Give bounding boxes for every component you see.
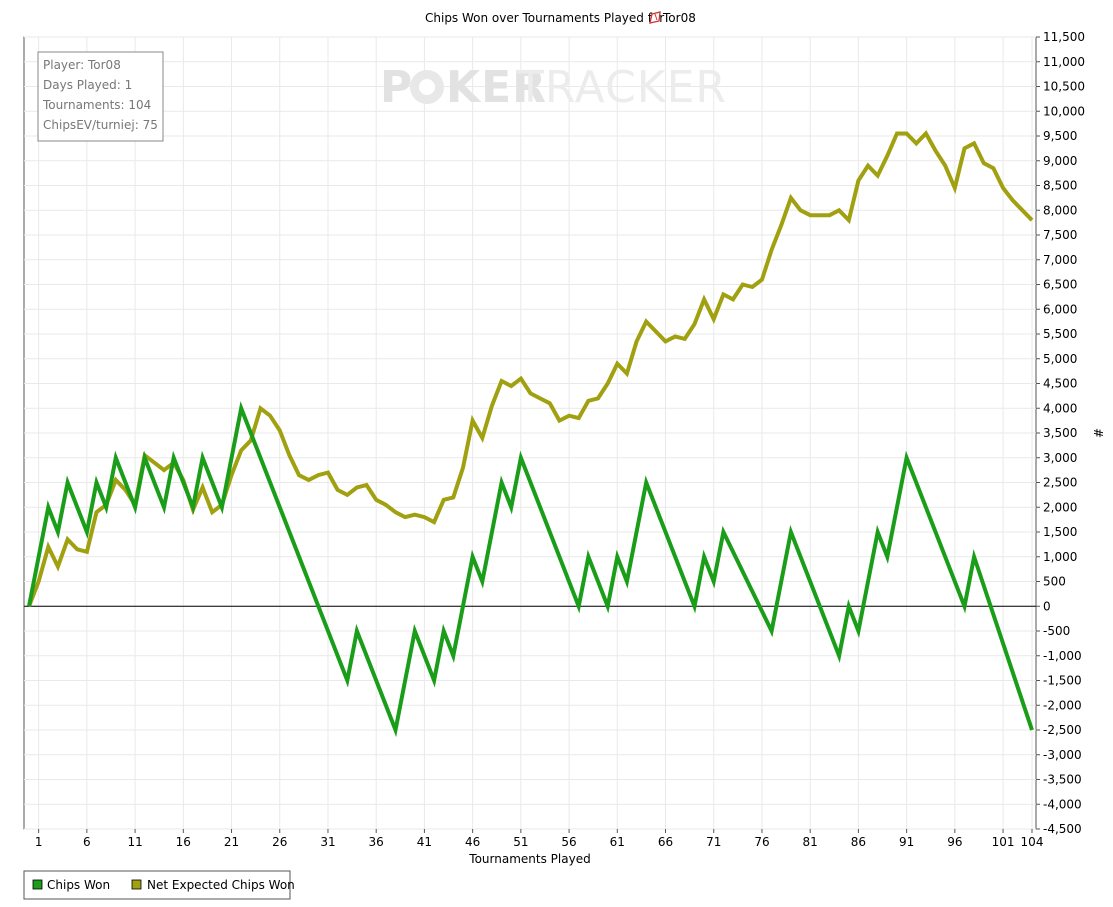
info-box-frame bbox=[37, 51, 164, 142]
x-tick-label: 6 bbox=[83, 835, 91, 849]
y-tick-label: 1,000 bbox=[1043, 550, 1077, 564]
y-tick-label: 9,500 bbox=[1043, 129, 1077, 143]
x-tick-label: 46 bbox=[465, 835, 480, 849]
x-tick-label: 11 bbox=[127, 835, 142, 849]
series-line-chips-won bbox=[27, 401, 1034, 738]
y-tick-label: 2,000 bbox=[1043, 500, 1077, 514]
x-tick-label: 96 bbox=[947, 835, 962, 849]
y-tick-label: -4,500 bbox=[1043, 822, 1082, 836]
y-tick-label: -1,500 bbox=[1043, 674, 1082, 688]
y-tick-label: 11,000 bbox=[1043, 55, 1085, 69]
y-tick-label: -500 bbox=[1043, 624, 1070, 638]
y-tick-label: 7,500 bbox=[1043, 228, 1077, 242]
x-tick-label: 76 bbox=[754, 835, 769, 849]
watermark-text-p: P bbox=[380, 62, 413, 113]
legend: Chips Won Net Expected Chips Won bbox=[23, 870, 295, 900]
chart-title-player: Tor08 bbox=[662, 11, 696, 25]
x-tick-label: 66 bbox=[658, 835, 673, 849]
info-tournaments: Tournaments: 104 bbox=[42, 98, 151, 112]
info-days-played: Days Played: 1 bbox=[43, 78, 132, 92]
y-tick-label: -3,000 bbox=[1043, 748, 1082, 762]
y-tick-label: 1,500 bbox=[1043, 525, 1077, 539]
x-tick-label: 81 bbox=[803, 835, 818, 849]
y-tick-label: -2,000 bbox=[1043, 698, 1082, 712]
y-tick-label: -1,000 bbox=[1043, 649, 1082, 663]
y-tick-label: -4,000 bbox=[1043, 797, 1082, 811]
x-tick-label: 91 bbox=[899, 835, 914, 849]
y-tick-label: 2,500 bbox=[1043, 476, 1077, 490]
legend-frame bbox=[23, 870, 291, 900]
series-line-net-expected-chips-won bbox=[27, 130, 1034, 608]
y-tick-label: 10,000 bbox=[1043, 104, 1085, 118]
info-chips-ev: ChipsEV/turniej: 75 bbox=[43, 118, 158, 132]
watermark-text-tracker: TRACKER bbox=[516, 62, 727, 113]
x-axis: 1 6 11 16 21 26 31 36 41 46 51 56 61 66 71 76 81 86 91 96 10… bbox=[35, 829, 1044, 849]
y-tick-label: 10,500 bbox=[1043, 80, 1085, 94]
x-tick-label: 56 bbox=[561, 835, 576, 849]
series-group bbox=[27, 130, 1034, 738]
x-tick-label: 31 bbox=[320, 835, 335, 849]
y-tick-label: 6,500 bbox=[1043, 278, 1077, 292]
chart-title: Chips Won over Tournaments Played for bbox=[425, 11, 664, 25]
y-axis: -4,500 -4,000 -3,500 -3,000 -2,500 -2,000 -1,5… bbox=[1036, 30, 1085, 836]
y-tick-label: 4,000 bbox=[1043, 401, 1077, 415]
y-tick-label: 11,500 bbox=[1043, 30, 1085, 44]
y-tick-label: 8,000 bbox=[1043, 203, 1077, 217]
watermark-text-ker: KER bbox=[446, 62, 547, 113]
y-tick-label: 3,500 bbox=[1043, 426, 1077, 440]
x-tick-label: 86 bbox=[851, 835, 866, 849]
y-tick-label: 9,000 bbox=[1043, 154, 1077, 168]
x-tick-label: 101 bbox=[992, 835, 1015, 849]
x-tick-label: 104 bbox=[1021, 835, 1044, 849]
y-tick-label: 0 bbox=[1043, 599, 1051, 613]
y-tick-label: 7,000 bbox=[1043, 253, 1077, 267]
info-player: Player: Tor08 bbox=[43, 58, 121, 72]
info-box: Player: Tor08 Days Played: 1 Tournaments… bbox=[37, 51, 164, 142]
pokertracker-watermark: P KER TRACKER bbox=[380, 62, 727, 113]
legend-swatch-net-expected bbox=[131, 879, 142, 890]
y-tick-label: 4,500 bbox=[1043, 377, 1077, 391]
x-tick-label: 21 bbox=[224, 835, 239, 849]
x-tick-label: 16 bbox=[176, 835, 191, 849]
legend-label-chips-won: Chips Won bbox=[47, 878, 110, 892]
y-tick-label: 3,000 bbox=[1043, 451, 1077, 465]
legend-swatch-chips-won bbox=[32, 879, 43, 890]
watermark-chip-icon bbox=[410, 70, 444, 104]
y-axis-label: # bbox=[1091, 428, 1105, 438]
y-tick-label: 5,000 bbox=[1043, 352, 1077, 366]
y-tick-label: -3,500 bbox=[1043, 773, 1082, 787]
x-tick-label: 51 bbox=[513, 835, 528, 849]
y-tick-label: 5,500 bbox=[1043, 327, 1077, 341]
y-tick-label: 500 bbox=[1043, 575, 1066, 589]
y-tick-label: 8,500 bbox=[1043, 179, 1077, 193]
title-player-icon bbox=[649, 11, 661, 24]
x-tick-label: 36 bbox=[369, 835, 384, 849]
y-tick-label: 6,000 bbox=[1043, 302, 1077, 316]
x-tick-label: 1 bbox=[35, 835, 43, 849]
y-tick-label: -2,500 bbox=[1043, 723, 1082, 737]
x-axis-label: Tournaments Played bbox=[468, 852, 590, 866]
x-tick-label: 26 bbox=[272, 835, 287, 849]
x-tick-label: 41 bbox=[417, 835, 432, 849]
legend-label-net-expected: Net Expected Chips Won bbox=[147, 878, 295, 892]
x-tick-label: 61 bbox=[610, 835, 625, 849]
x-tick-label: 71 bbox=[706, 835, 721, 849]
